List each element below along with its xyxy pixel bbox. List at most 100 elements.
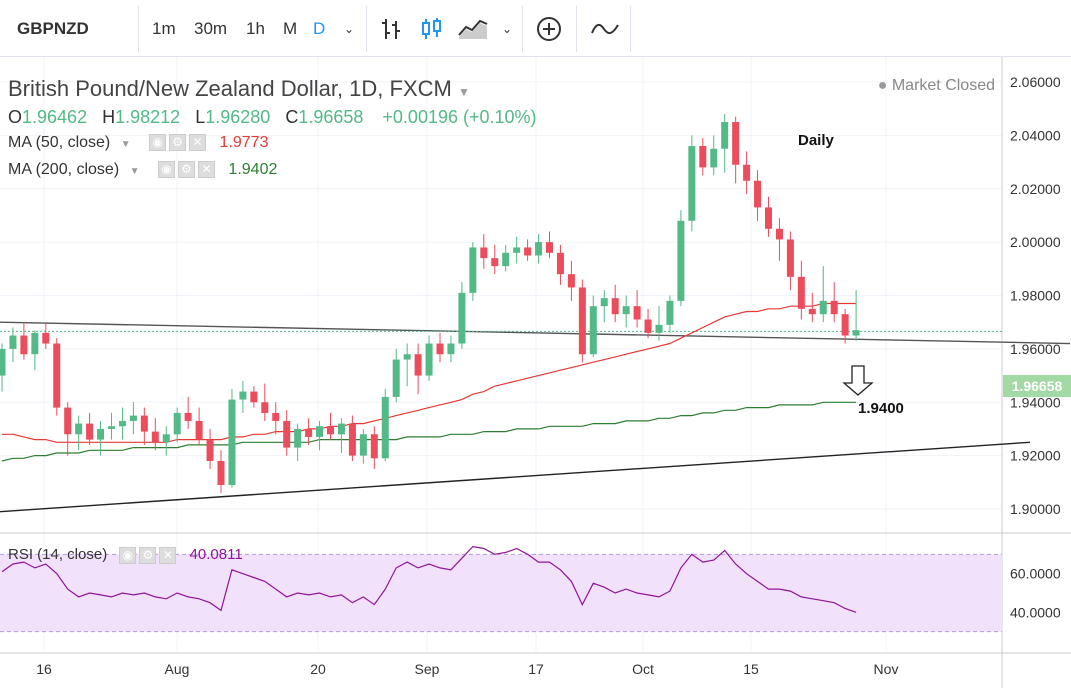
candle-body [699,146,707,168]
chevron-down-icon[interactable]: ⌄ [344,21,355,36]
down-arrow-icon [842,365,874,396]
interval-day-button[interactable]: D [313,18,326,38]
compare-icon[interactable] [590,0,620,57]
close-icon[interactable]: ✕ [197,161,215,179]
candle-body [20,335,28,355]
x-tick-label: Aug [165,661,190,677]
ohlc-change: +0.00196 (+0.10%) [382,107,537,127]
eye-icon[interactable]: ◉ [119,546,137,564]
candle-body [162,434,170,443]
candle-body [414,354,422,376]
x-tick-label: 20 [310,661,326,677]
interval-1h-button[interactable]: 1h [246,18,265,38]
candle-body [502,252,510,267]
chevron-down-icon[interactable]: ▼ [457,85,470,99]
chart-area[interactable]: 2.06000 2.04000 2.02000 2.00000 1.98000 1.960… [0,57,1071,688]
candle-body [732,122,740,165]
toolbar-divider [138,6,139,52]
candle-body [283,420,291,448]
interval-30m-button[interactable]: 30m [194,18,228,38]
candle-body [140,415,148,432]
candle-body [348,423,356,456]
market-status: ● Market Closed [878,77,995,95]
candle-body [688,146,696,221]
candle-body [491,258,499,267]
candle-body [272,412,280,421]
gear-icon[interactable]: ⚙ [169,134,187,152]
candle-body [151,431,159,443]
candle-body [97,428,105,440]
y-tick-label: 1.98000 [1010,288,1061,304]
candle-body [294,428,302,448]
x-tick-label: Oct [632,661,654,677]
chart-svg[interactable]: 2.06000 2.04000 2.02000 2.00000 1.98000 1.960… [0,57,1071,688]
chart-title-text: British Pound/New Zealand Dollar, 1D, FX… [8,76,452,101]
rsi-legend[interactable]: RSI (14, close) ◉ ⚙ ✕ 40.0811 [8,546,243,564]
candle-body [633,306,641,320]
last-price-label: 1.96658 [1003,375,1071,397]
ohlc-open-label: O [8,107,23,127]
ma50-legend[interactable]: MA (50, close) ▼ ◉ ⚙ ✕ 1.9773 [8,134,268,152]
ma200-line [1,401,857,462]
x-tick-label: Sep [415,661,440,677]
gear-icon[interactable]: ⚙ [139,546,157,564]
candle-body [600,298,608,307]
candle-body [775,228,783,240]
candle-body [458,292,466,344]
toolbar-divider [366,6,367,52]
candle-body [677,220,685,301]
candle-body [480,247,488,259]
candlestick-icon[interactable] [420,0,444,57]
rsi-y-tick-label: 40.0000 [1010,604,1061,620]
bar-chart-icon[interactable] [380,0,404,57]
candle-body [86,423,94,440]
close-icon[interactable]: ✕ [189,134,207,152]
rsi-label: RSI (14, close) [8,546,108,563]
symbol-label[interactable]: GBPNZD [17,18,89,38]
candle-body [261,402,269,413]
candle-body [392,359,400,397]
candle-body [250,391,258,403]
chart-title: British Pound/New Zealand Dollar, 1D, FX… [8,76,470,102]
candle-body [567,274,575,288]
y-tick-label: 2.06000 [1010,74,1061,90]
ma50-value: 1.9773 [219,134,269,151]
candle-body [31,332,39,355]
candle-body [129,415,137,421]
candle-body [239,391,247,400]
chevron-down-icon[interactable]: ⌄ [502,21,513,36]
candle-body [808,308,816,315]
candle-body [370,434,378,459]
candle-body [173,412,181,435]
ma200-legend[interactable]: MA (200, close) ▼ ◉ ⚙ ✕ 1.9402 [8,161,277,179]
chevron-down-icon[interactable]: ▼ [129,166,140,177]
close-icon[interactable]: ✕ [159,546,177,564]
interval-month-button[interactable]: M [283,18,298,38]
rsi-line [1,545,857,613]
candle-body [359,434,367,456]
x-tick-label: 16 [36,661,52,677]
candle-body [622,306,630,315]
y-tick-label: 1.94000 [1010,394,1061,410]
ma200-label: MA (200, close) [8,161,120,178]
ma50-label: MA (50, close) [8,134,111,151]
ohlc-close: 1.96658 [298,107,364,127]
toolbar-divider [630,6,631,52]
eye-icon[interactable]: ◉ [149,134,167,152]
gear-icon[interactable]: ⚙ [177,161,195,179]
candle-body [228,399,236,485]
candle-body [469,247,477,293]
plus-circle-icon[interactable] [536,0,562,57]
area-chart-icon[interactable] [458,0,488,57]
candle-body [754,180,762,208]
chevron-down-icon[interactable]: ▼ [120,139,131,150]
candle-body [337,423,345,435]
daily-annotation: Daily [798,132,834,149]
candle-body [316,426,324,437]
candle-body [184,412,192,421]
interval-1m-button[interactable]: 1m [152,18,176,38]
candle-body [655,324,663,333]
ohlc-high: 1.98212 [115,107,181,127]
eye-icon[interactable]: ◉ [157,161,175,179]
ohlc-low: 1.96280 [205,107,271,127]
